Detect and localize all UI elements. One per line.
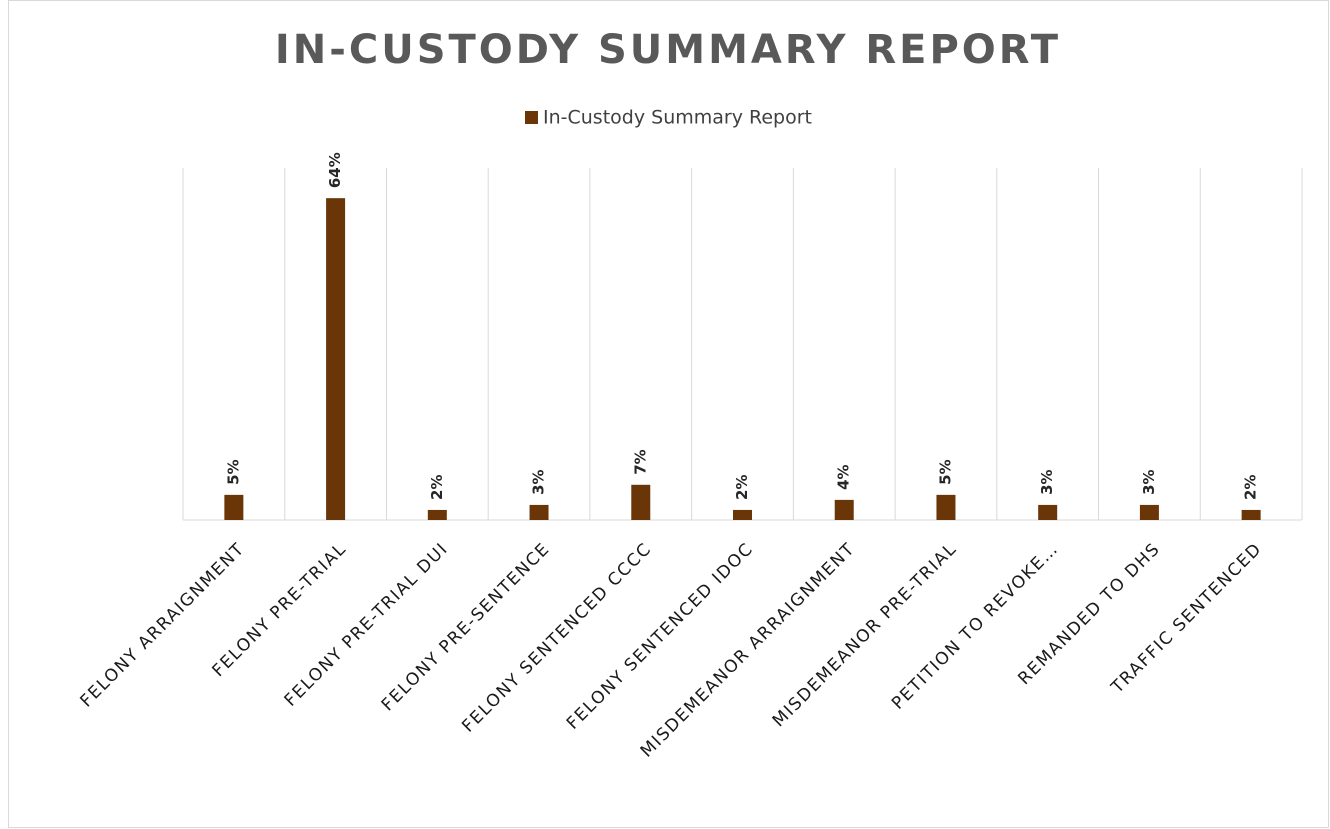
chart-border (8, 0, 1329, 828)
legend-swatch (525, 111, 538, 124)
legend-label: In-Custody Summary Report (543, 107, 812, 129)
data-label: 2% (733, 474, 751, 499)
data-label: 4% (835, 464, 853, 489)
bar (326, 198, 346, 520)
data-label: 3% (1038, 469, 1056, 494)
data-label: 2% (428, 474, 446, 499)
bar (733, 509, 752, 520)
data-label: 3% (530, 469, 548, 494)
data-label: 7% (631, 449, 649, 474)
bar (1241, 509, 1261, 520)
bar (1038, 504, 1058, 520)
data-label: 5% (936, 459, 954, 484)
data-label: 3% (1140, 469, 1158, 494)
bar (631, 484, 651, 520)
bar (224, 494, 244, 520)
bar (529, 504, 549, 520)
bar (936, 494, 956, 520)
data-label: 2% (1242, 474, 1260, 499)
data-label: 5% (224, 459, 242, 484)
chart-title: IN-CUSTODY SUMMARY REPORT (275, 27, 1061, 73)
bar (834, 499, 854, 520)
data-label: 64% (326, 152, 344, 188)
bar (1139, 504, 1159, 520)
bar (427, 509, 447, 520)
